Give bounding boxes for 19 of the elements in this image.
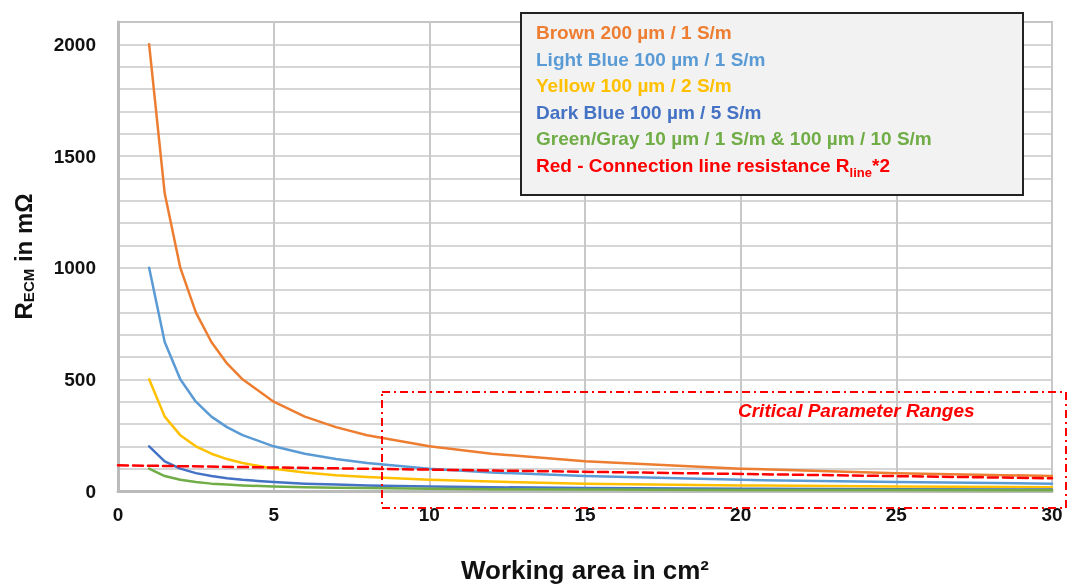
x-tick-label: 30	[1041, 504, 1063, 525]
legend-box: Brown 200 µm / 1 S/m Light Blue 100 µm / 1 S/m Yellow 100 µm / 2 S/m Dark Blue 100 µm / 5 S/m Green/Gray 10 µm / 1 S/m & 100 µm / 10 S/m Red - Connection line resistance R$_{line}$*2	[520, 12, 1024, 196]
x-tick-label: 0	[112, 504, 124, 525]
line-series	[147, 378, 1054, 489]
y-tick-label: 500	[64, 368, 96, 390]
y-tick-label: 2000	[53, 33, 96, 55]
annotation: Critical Parameter Ranges	[738, 400, 975, 422]
x-tick-label: 20	[730, 504, 752, 525]
y-tick-label: 1000	[53, 257, 96, 279]
x-axis-title: Working area in cm²	[460, 555, 710, 585]
line-series	[147, 266, 1054, 485]
x-tick-label: 10	[418, 504, 440, 525]
y-axis-title: RECM in mΩ	[10, 193, 37, 320]
y-tick-label: 1500	[53, 145, 96, 167]
line-series	[147, 43, 1054, 478]
y-tick-label: 0	[85, 480, 96, 502]
x-tick-label: 15	[574, 504, 596, 525]
x-tick-label: 5	[268, 504, 280, 525]
line-series	[147, 467, 1054, 492]
